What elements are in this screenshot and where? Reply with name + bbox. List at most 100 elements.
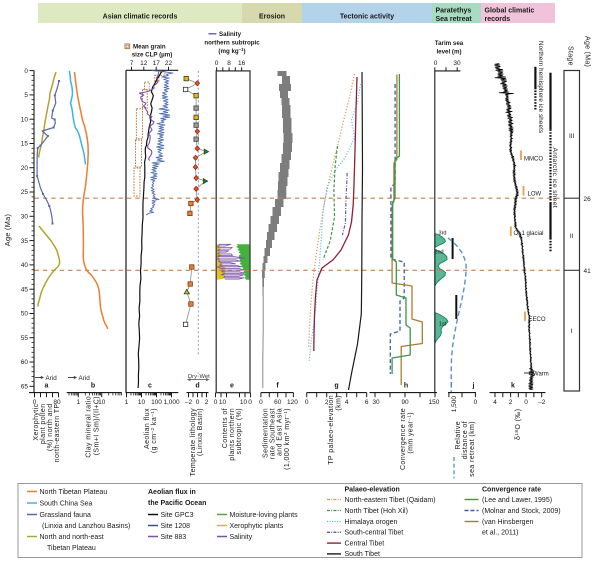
- svg-text:25: 25: [21, 189, 29, 196]
- svg-text:(van Hinsbergen: (van Hinsbergen: [482, 519, 533, 526]
- svg-text:16: 16: [238, 60, 246, 67]
- svg-text:Central Tibet: Central Tibet: [345, 540, 385, 547]
- svg-text:(%) north and: (%) north and: [47, 404, 54, 452]
- svg-text:d: d: [195, 382, 199, 389]
- svg-text:30: 30: [372, 399, 380, 406]
- svg-text:(Molnar and Stock, 2009): (Molnar and Stock, 2009): [482, 508, 561, 515]
- svg-text:c: c: [148, 382, 152, 389]
- svg-text:0: 0: [215, 60, 219, 67]
- svg-text:1st: 1st: [439, 322, 447, 328]
- svg-text:Site 883: Site 883: [161, 534, 187, 541]
- svg-text:Sedimentation: Sedimentation: [263, 408, 270, 458]
- svg-text:Warm: Warm: [533, 372, 549, 378]
- svg-text:subtropic (%): subtropic (%): [236, 408, 243, 454]
- svg-text:15: 15: [21, 141, 29, 148]
- svg-text:Dry: Dry: [188, 374, 197, 380]
- svg-text:80: 80: [53, 399, 61, 406]
- svg-text:(g cm–2 ka–1): (g cm–2 ka–1): [150, 408, 158, 453]
- svg-text:North Tibet (Hoh Xil): North Tibet (Hoh Xil): [345, 508, 408, 515]
- svg-text:2: 2: [325, 399, 329, 406]
- svg-text:0: 0: [524, 399, 528, 406]
- svg-text:Mean grain: Mean grain: [133, 44, 166, 51]
- svg-text:Grassland fauna: Grassland fauna: [40, 512, 91, 519]
- svg-text:(Linxia Basin): (Linxia Basin): [197, 408, 204, 456]
- svg-text:Temperate lithology: Temperate lithology: [190, 408, 197, 476]
- svg-text:Moisture-loving plants: Moisture-loving plants: [230, 512, 299, 519]
- svg-text:0: 0: [259, 399, 263, 406]
- svg-text:LOW: LOW: [528, 192, 542, 198]
- svg-text:30: 30: [453, 60, 461, 67]
- svg-text:2nd: 2nd: [434, 250, 443, 256]
- svg-text:j: j: [472, 382, 475, 389]
- svg-text:0: 0: [196, 399, 200, 406]
- svg-text:North and north-east: North and north-east: [40, 534, 104, 541]
- svg-text:65: 65: [21, 384, 29, 391]
- svg-text:30: 30: [21, 214, 29, 221]
- svg-text:North Tibetan Plateau: North Tibetan Plateau: [40, 489, 108, 496]
- svg-text:a: a: [45, 382, 49, 389]
- svg-text:Salinity: Salinity: [230, 534, 253, 541]
- svg-text:Tarim sea: Tarim sea: [435, 40, 464, 47]
- svg-text:TP palaeo-elevation: TP palaeo-elevation: [328, 395, 335, 465]
- svg-text:h: h: [404, 382, 408, 389]
- svg-text:(km): (km): [336, 395, 343, 411]
- svg-text:5: 5: [24, 92, 28, 99]
- svg-text:0: 0: [24, 68, 28, 75]
- svg-text:Xerophytic plants: Xerophytic plants: [230, 523, 284, 530]
- svg-text:0: 0: [214, 399, 218, 406]
- svg-text:0: 0: [248, 399, 252, 406]
- svg-text:60: 60: [21, 359, 29, 366]
- svg-text:8: 8: [227, 60, 231, 67]
- svg-text:δ18O (‰): δ18O (‰): [514, 409, 522, 441]
- svg-text:South China Sea: South China Sea: [40, 500, 93, 507]
- svg-text:(1,000 km3 myr–1): (1,000 km3 myr–1): [283, 408, 291, 470]
- svg-text:Aeolian flux: Aeolian flux: [144, 408, 151, 449]
- svg-text:2: 2: [509, 399, 513, 406]
- svg-text:1,000: 1,000: [163, 399, 180, 406]
- svg-text:South Tibet: South Tibet: [345, 551, 380, 558]
- svg-text:Wet: Wet: [200, 374, 211, 380]
- svg-text:northern subtropic: northern subtropic: [204, 40, 260, 47]
- svg-text:EECO: EECO: [529, 317, 546, 323]
- svg-text:Arid: Arid: [46, 375, 58, 382]
- svg-text:Age (Ma): Age (Ma): [584, 36, 591, 67]
- svg-text:40: 40: [21, 262, 29, 269]
- svg-text:10: 10: [219, 399, 227, 406]
- svg-text:7: 7: [130, 60, 134, 67]
- svg-text:Asian climatic records: Asian climatic records: [103, 14, 178, 21]
- svg-text:(Lee and Lawer, 1995): (Lee and Lawer, 1995): [482, 497, 552, 504]
- svg-text:2: 2: [205, 399, 209, 406]
- svg-text:I: I: [571, 328, 573, 335]
- svg-text:10: 10: [240, 399, 248, 406]
- svg-text:10: 10: [138, 399, 146, 406]
- svg-text:level (m): level (m): [436, 49, 461, 56]
- svg-text:120: 120: [287, 399, 298, 406]
- svg-text:Xerophytic: Xerophytic: [33, 403, 40, 440]
- svg-text:III: III: [569, 133, 575, 140]
- svg-text:(Linxia and Lanzhou Basins): (Linxia and Lanzhou Basins): [42, 523, 130, 530]
- svg-text:10: 10: [98, 399, 106, 406]
- svg-text:50: 50: [21, 311, 29, 318]
- svg-text:–2: –2: [185, 399, 193, 406]
- svg-text:Aeolian flux in: Aeolian flux in: [148, 489, 196, 496]
- svg-text:(Sm+I Sm)/(Il+C): (Sm+I Sm)/(Il+C): [94, 396, 101, 455]
- svg-text:Paratethys: Paratethys: [436, 8, 472, 15]
- svg-text:size CLP (µm): size CLP (µm): [132, 52, 173, 59]
- svg-text:e: e: [230, 382, 234, 389]
- svg-text:1,500: 1,500: [451, 396, 458, 413]
- svg-text:plant pollen: plant pollen: [40, 404, 47, 445]
- svg-text:Himalaya orogen: Himalaya orogen: [345, 519, 398, 526]
- svg-text:45: 45: [21, 286, 29, 293]
- svg-text:the Pacific Ocean: the Pacific Ocean: [148, 500, 206, 507]
- svg-text:Contents of: Contents of: [222, 408, 229, 448]
- svg-text:12: 12: [140, 60, 148, 67]
- svg-text:1: 1: [125, 399, 129, 406]
- svg-text:Relative: Relative: [455, 421, 462, 450]
- svg-text:0: 0: [474, 399, 478, 406]
- svg-text:Tibetan Plateau: Tibetan Plateau: [47, 545, 96, 552]
- svg-text:and East Asia: and East Asia: [277, 408, 284, 456]
- svg-text:60: 60: [274, 399, 282, 406]
- svg-text:records: records: [485, 16, 511, 23]
- svg-text:Age (Ma): Age (Ma): [3, 214, 12, 246]
- svg-text:41: 41: [584, 268, 592, 275]
